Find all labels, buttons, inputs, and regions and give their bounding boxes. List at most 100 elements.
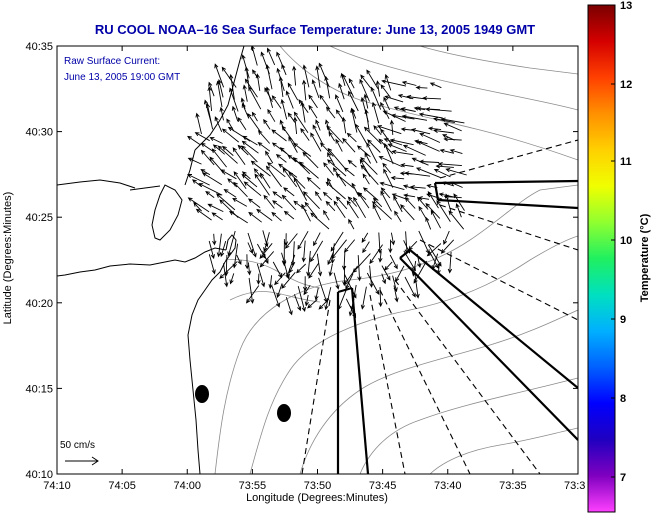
current-vector [393,195,403,213]
current-vector [227,126,251,142]
current-vector [214,116,223,132]
current-vector [200,149,215,166]
current-vector [257,243,266,259]
current-vector [265,165,282,188]
current-vector [233,181,248,198]
current-vector [274,272,286,286]
current-vector [357,191,370,209]
dash-2 [439,204,578,251]
current-vector [362,187,379,201]
current-vector [219,106,224,121]
current-vector [300,101,306,123]
current-vector [356,145,371,158]
current-vector [403,250,416,272]
current-vector [325,106,336,119]
current-vector [337,288,348,311]
current-vector [194,132,210,142]
current-vector [357,255,362,282]
current-vector [362,241,370,254]
current-vector [267,108,276,122]
current-vector [429,82,442,89]
current-vector [367,139,381,153]
current-vector [263,232,270,253]
current-vector [293,142,312,157]
current-vector [389,138,414,146]
current-vector [278,76,284,98]
current-vector [363,93,369,109]
current-vector [303,285,311,296]
current-vector [402,144,426,156]
current-vector [425,216,432,230]
current-vector [281,194,297,211]
current-vector [447,251,453,274]
contour-2 [249,235,578,474]
current-vector [439,148,455,154]
current-vector [418,205,428,220]
current-vector [394,210,402,223]
current-vector [229,73,235,100]
current-vector [440,239,455,254]
current-vector [371,101,380,124]
current-vector [268,275,273,290]
current-vector [393,285,399,303]
current-vector [387,143,407,152]
current-vector [345,273,354,290]
current-vector [416,141,440,152]
current-vector [360,74,372,89]
current-vector [443,137,462,142]
current-vector [414,272,420,299]
x-tick-label: 73:35 [499,480,527,492]
current-vector [237,144,249,156]
current-vector [285,296,293,316]
current-vector [279,119,285,132]
current-vector [292,65,297,86]
current-vector [319,142,334,157]
current-vector [301,203,311,222]
current-vector [346,200,359,219]
current-vector [192,179,202,188]
current-vector [211,212,223,221]
current-vector [376,125,402,135]
river-channel [57,179,136,189]
current-vector [426,243,442,257]
current-vector [381,265,391,281]
current-vector [348,218,355,230]
current-vector [415,85,428,90]
y-tick-label: 40:10 [25,469,53,481]
current-vector [355,123,368,145]
current-vector [247,113,261,132]
current-vector [227,230,236,257]
current-vector [208,254,216,275]
staten-island [151,184,183,241]
current-vector [271,211,282,222]
current-vector [430,209,441,229]
current-vector [346,132,357,143]
current-vector [248,277,255,304]
current-vector [226,118,235,132]
current-vector [256,208,273,221]
current-vector [272,200,283,209]
current-vector [227,178,238,188]
current-vector [296,263,307,274]
contour-6 [279,46,578,161]
current-vector [292,156,311,175]
current-vector [415,167,441,179]
current-vector [327,252,334,266]
current-vector [419,132,441,143]
dash-4 [394,279,541,474]
current-vectors [187,46,467,319]
current-vector [314,287,319,301]
current-vector [244,254,250,270]
station-a [195,385,209,403]
current-vector [418,112,443,119]
current-vector [247,262,252,276]
current-vector [360,164,379,185]
current-vector [245,285,260,304]
current-vector [342,73,354,97]
current-vector [281,272,296,289]
current-vector [403,193,416,198]
colorbar-tick-label: 9 [620,314,626,326]
current-vector [311,79,320,99]
current-vector [298,161,319,179]
current-vector [214,63,225,88]
